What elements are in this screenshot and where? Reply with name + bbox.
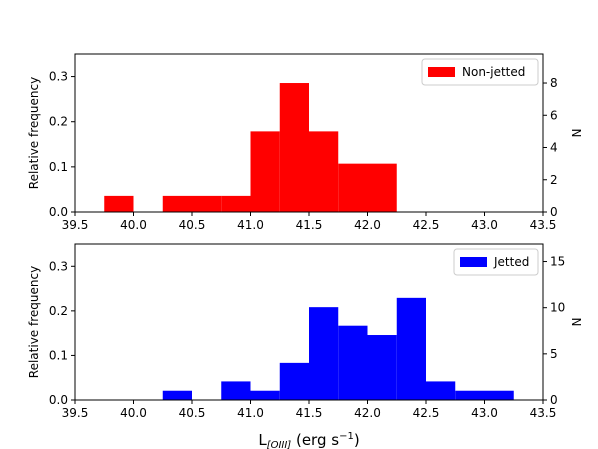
top-y-left-tick-label: 0.3 [49, 70, 68, 84]
bottom-x-tick-label: 42.5 [413, 406, 440, 420]
top-histogram-bar [338, 163, 368, 212]
bottom-y-left-tick-label: 0.2 [49, 304, 68, 318]
top-y-right-tick-label: 2 [550, 173, 558, 187]
top-legend-box [421, 58, 539, 86]
top-histogram-bar [192, 195, 222, 212]
bottom-x-tick-label: 42.0 [354, 406, 381, 420]
bottom-y-right-tick-label: 15 [550, 255, 565, 269]
bottom-panel: 39.5 40.0 40.5 41.0 41.5 42.0 42.5 43.0 43.5 0.0 0… [27, 243, 583, 449]
top-x-tick-label: 40.0 [120, 218, 147, 232]
bottom-x-tick-label: 41.5 [296, 406, 323, 420]
bottom-y-axis-label: Relative frequency [27, 266, 41, 378]
bottom-histogram-bar [250, 390, 280, 400]
top-histogram-bar [221, 195, 251, 212]
top-x-tick-label: 43.5 [530, 218, 557, 232]
top-y-right-tick-label: 6 [550, 108, 558, 122]
bottom-x-tick-label: 40.5 [179, 406, 206, 420]
bottom-legend-swatch [460, 257, 487, 267]
bottom-x-tick-label: 39.5 [62, 406, 89, 420]
bottom-legend-label: Jetted [493, 255, 529, 269]
top-histogram-bar [279, 83, 309, 212]
bottom-y2-axis-label: N [569, 318, 583, 327]
top-y-right-tick-label: 0 [550, 205, 558, 219]
top-histogram-bar [104, 195, 134, 212]
top-x-tick-label: 42.5 [413, 218, 440, 232]
top-histogram-bar [162, 195, 192, 212]
top-histogram-bar [250, 131, 280, 212]
top-legend-label: Non-jetted [462, 65, 525, 79]
bottom-x-tick-label: 43.0 [471, 406, 498, 420]
bottom-histogram-bar [367, 335, 397, 400]
bottom-histogram-bar [279, 362, 309, 400]
bottom-histogram-bar [221, 381, 251, 400]
top-y2-axis-label: N [569, 129, 583, 138]
top-y-left-tick-label: 0.2 [49, 115, 68, 129]
top-x-tick-label: 43.0 [471, 218, 498, 232]
bottom-y-left-tick-label: 0.0 [49, 393, 68, 407]
bottom-y-left-tick-label: 0.3 [49, 259, 68, 273]
top-y-right-tick-label: 4 [550, 141, 558, 155]
top-x-tick-label: 42.0 [354, 218, 381, 232]
x-axis-label: L[OIII] (erg s−1) [258, 431, 359, 449]
top-y-left-tick-label: 0.1 [49, 160, 68, 174]
top-x-tick-label: 41.0 [237, 218, 264, 232]
bottom-histogram-bar [426, 381, 456, 400]
top-x-tick-label: 41.5 [296, 218, 323, 232]
top-x-tick-label: 39.5 [62, 218, 89, 232]
top-histogram-bar [367, 163, 397, 212]
bottom-y-right-tick-label: 5 [550, 347, 558, 361]
bottom-histogram-bar [396, 297, 426, 400]
bottom-x-tick-label: 40.0 [120, 406, 147, 420]
bottom-histogram-bar [162, 390, 192, 400]
top-y-axis-label: Relative frequency [27, 77, 41, 189]
top-histogram-bar [309, 131, 339, 212]
top-x-tick-label: 40.5 [179, 218, 206, 232]
bottom-x-tick-label: 41.0 [237, 406, 264, 420]
top-y-right-tick-label: 8 [550, 76, 558, 90]
bottom-histogram-bar [455, 390, 485, 400]
bottom-x-tick-label: 43.5 [530, 406, 557, 420]
bottom-y-right-tick-label: 10 [550, 301, 565, 315]
top-legend-swatch [428, 67, 455, 77]
bottom-histogram-bar [338, 325, 368, 400]
top-panel: 39.5 40.0 40.5 41.0 41.5 42.0 42.5 43.0 43.5 0.0 0… [27, 53, 583, 232]
bottom-legend-box [453, 248, 539, 276]
bottom-histogram-bar [309, 307, 339, 400]
bottom-y-left-tick-label: 0.1 [49, 348, 68, 362]
bottom-y-right-tick-label: 0 [550, 393, 558, 407]
top-y-left-tick-label: 0.0 [49, 205, 68, 219]
bottom-histogram-bar [484, 390, 514, 400]
